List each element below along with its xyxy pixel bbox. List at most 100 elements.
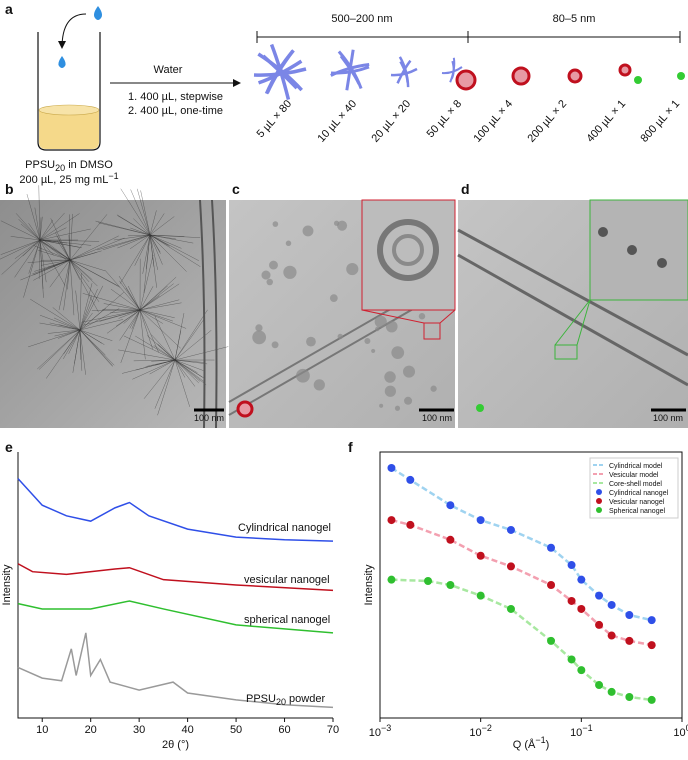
legend-label: Cylindrical nanogel [609, 490, 669, 497]
particle [364, 338, 371, 344]
data-point [647, 616, 656, 625]
fiber [28, 329, 81, 348]
tick-exponent: −2 [482, 723, 492, 733]
particle [371, 348, 376, 353]
fiber [69, 259, 121, 288]
vial [37, 6, 102, 151]
particle [374, 315, 387, 328]
fiber [79, 308, 120, 331]
particle [403, 365, 416, 378]
data-point [607, 600, 616, 609]
fiber [34, 207, 41, 241]
fiber [174, 319, 205, 361]
fiber [39, 239, 54, 256]
data-point [547, 636, 556, 645]
nanofiber [449, 57, 456, 83]
fiber [132, 359, 176, 380]
panel-label: a [5, 1, 13, 17]
vesicle [618, 63, 632, 77]
fiber [139, 309, 146, 360]
fiber [139, 302, 182, 311]
fiber [28, 223, 41, 241]
data-point [476, 551, 485, 560]
fiber [69, 237, 125, 261]
fiber [39, 239, 82, 249]
addition-label: 200 µL × 2 [525, 98, 569, 145]
series-line [17, 563, 334, 592]
data-point [577, 666, 586, 675]
fiber [82, 293, 141, 311]
particle [418, 313, 426, 320]
addition-label: 800 µL × 1 [638, 98, 682, 145]
fiber [154, 315, 176, 361]
step-label: 1. 400 µL, stepwise [128, 91, 223, 103]
label-text: powder [286, 693, 325, 705]
reagent-label: Water [154, 64, 183, 76]
data-point [446, 581, 455, 589]
fiber [139, 286, 154, 311]
data-point [547, 581, 556, 589]
data-point [476, 591, 485, 600]
fiber [149, 234, 161, 253]
nanofiber [390, 67, 418, 77]
fiber [79, 285, 104, 331]
size-bracket [256, 31, 681, 43]
fiber [174, 359, 205, 379]
x-tick-label: 30 [133, 724, 145, 736]
fiber [139, 309, 153, 350]
text: 200 µL, 25 mg mL [19, 174, 108, 186]
data-point [506, 604, 515, 613]
fiber [104, 269, 141, 311]
fiber [174, 359, 205, 363]
fiber [39, 212, 65, 241]
carbon-tube [457, 228, 688, 387]
data-point [446, 535, 455, 544]
fiber [139, 309, 175, 319]
fiber [23, 239, 41, 298]
fiber [57, 240, 71, 261]
series-line [17, 478, 334, 542]
fiber [139, 309, 181, 349]
fiber [125, 287, 141, 311]
fiber [139, 283, 180, 311]
fiber [130, 189, 151, 236]
tick-base: 10 [469, 727, 481, 739]
panel-label: e [5, 439, 13, 455]
series-line [17, 632, 334, 709]
vesicle [567, 68, 583, 84]
legend-label: Spherical nanogel [609, 508, 665, 515]
fiber [118, 309, 141, 319]
fiber [174, 359, 199, 384]
x-axis-label: 2θ (°) [162, 739, 189, 751]
fiber [68, 329, 81, 354]
data-point [625, 611, 634, 620]
fiber [151, 334, 176, 361]
fiber [79, 319, 124, 331]
label-text: Q (Å [513, 738, 536, 751]
fiber [69, 259, 100, 302]
x-tick-label: 70 [327, 724, 339, 736]
fiber [139, 276, 177, 311]
fiber [123, 309, 141, 324]
data-point [647, 695, 656, 704]
x-tick-label: 60 [278, 724, 290, 736]
particle [296, 368, 310, 383]
nanofiber [398, 56, 410, 88]
tick-exponent: −1 [582, 723, 592, 733]
fiber [149, 359, 176, 375]
particle [430, 385, 437, 392]
fiber [38, 250, 71, 261]
fiber [174, 359, 186, 378]
data-point [567, 561, 576, 570]
fiber [139, 309, 187, 329]
fiber [135, 335, 176, 361]
fiber [49, 259, 71, 288]
series-line [17, 600, 334, 634]
nanofiber [441, 66, 463, 75]
fiber [149, 234, 187, 272]
fiber [39, 239, 47, 283]
data-point [506, 562, 515, 571]
x-tick-label: 50 [230, 724, 242, 736]
fiber [79, 288, 98, 331]
label-text: PPSU [246, 693, 276, 705]
